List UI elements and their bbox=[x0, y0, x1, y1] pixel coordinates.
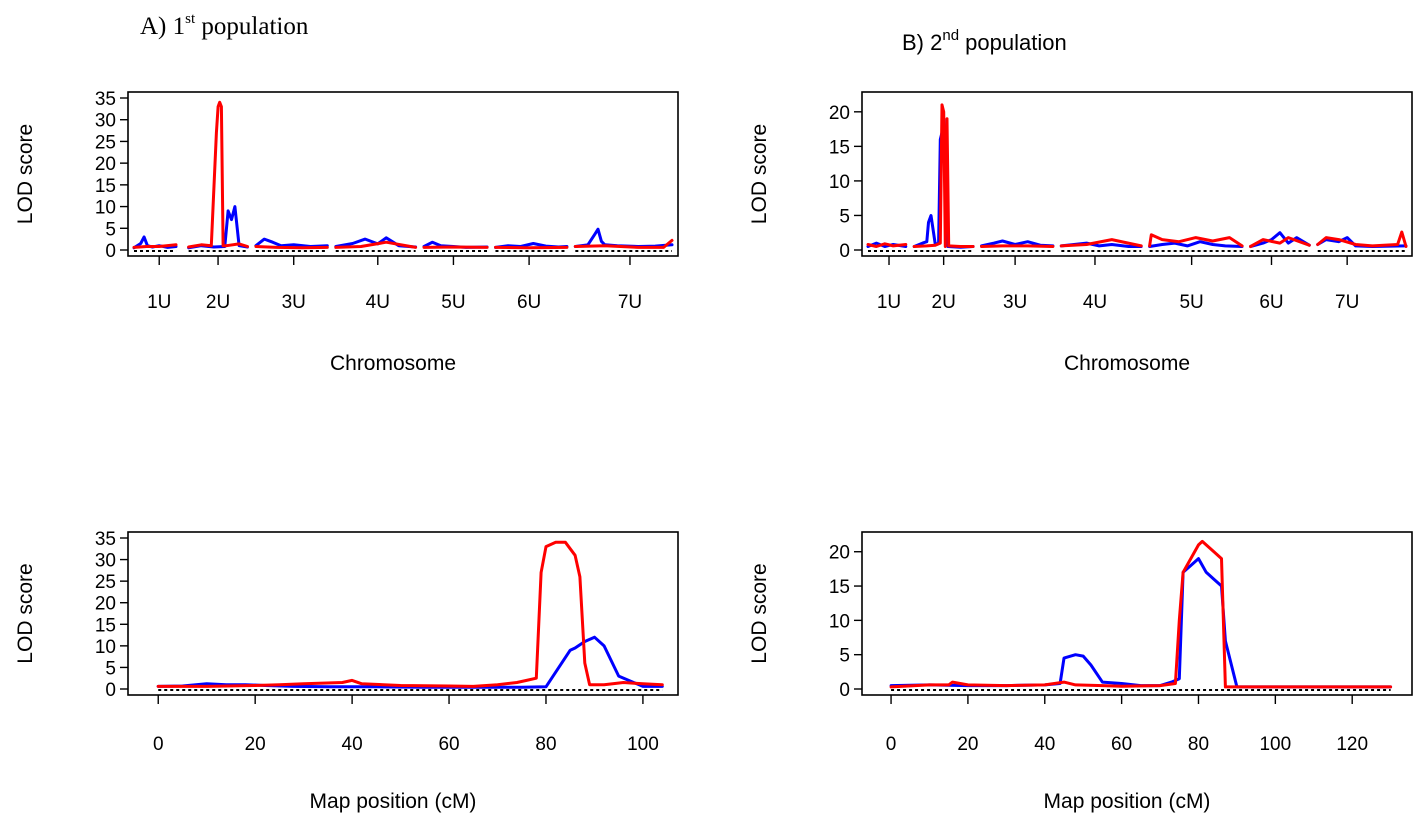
x-tick-label: 2U bbox=[206, 292, 230, 313]
y-tick-label: 15 bbox=[829, 137, 850, 158]
red-series-line bbox=[980, 244, 1055, 248]
x-tick-label: 5U bbox=[1179, 292, 1203, 313]
y-tick-label: 10 bbox=[95, 637, 116, 658]
y-tick-label: 15 bbox=[829, 577, 850, 598]
y-tick-label: 25 bbox=[95, 132, 116, 153]
plot-frame bbox=[127, 91, 679, 257]
y-tick-label: 10 bbox=[829, 611, 850, 632]
x-tick-label: 4U bbox=[366, 292, 390, 313]
red-series-line bbox=[334, 240, 418, 249]
x-tick-label: 100 bbox=[1259, 734, 1291, 755]
red-series-line bbox=[156, 540, 664, 688]
x-tick-label: 60 bbox=[1111, 734, 1132, 755]
red-series-line bbox=[573, 238, 674, 249]
x-tick-label: 20 bbox=[245, 734, 266, 755]
red-series-line bbox=[1148, 233, 1244, 248]
y-tick-label: 5 bbox=[839, 206, 850, 227]
x-tick-label: 80 bbox=[535, 734, 556, 755]
blue-series-line bbox=[156, 635, 664, 689]
blue-series-line bbox=[187, 205, 249, 250]
y-tick-label: 10 bbox=[829, 172, 850, 193]
y-tick-label: 5 bbox=[839, 646, 850, 667]
x-tick-label: 20 bbox=[957, 734, 978, 755]
panel-b-map-plot: 0 5 10 15 20 0 20 40 60 80 100 120 Map position (cM)… bbox=[748, 531, 1413, 813]
red-series-line bbox=[889, 539, 1393, 689]
y-tick-label: 20 bbox=[829, 103, 850, 124]
red-series-line bbox=[187, 100, 249, 249]
y-tick-label: 0 bbox=[839, 241, 850, 262]
x-tick-label: 80 bbox=[1188, 734, 1209, 755]
y-tick-label: 0 bbox=[105, 241, 116, 262]
red-series-line bbox=[132, 243, 178, 249]
panel-a-title: A) 1st population bbox=[140, 11, 309, 40]
plot-frame bbox=[861, 91, 1413, 257]
red-series-line bbox=[912, 103, 975, 248]
panel-b-title: B) 2nd population bbox=[902, 27, 1067, 55]
plot-frame bbox=[127, 531, 679, 696]
red-series-line bbox=[1316, 230, 1408, 248]
y-tick-label: 30 bbox=[95, 551, 116, 572]
x-tick-label: 120 bbox=[1336, 734, 1368, 755]
x-tick-label: 0 bbox=[153, 734, 164, 755]
x-tick-label: 5U bbox=[441, 292, 465, 313]
red-series-line bbox=[1249, 236, 1311, 248]
x-tick-label: 3U bbox=[1003, 292, 1027, 313]
y-tick-label: 20 bbox=[95, 154, 116, 175]
x-tick-label: 40 bbox=[1034, 734, 1055, 755]
x-tick-label: 7U bbox=[1335, 292, 1359, 313]
y-tick-label: 20 bbox=[829, 543, 850, 564]
y-axis-label: LOD score bbox=[14, 124, 37, 224]
x-axis-label: Chromosome bbox=[1064, 352, 1190, 375]
red-series-line bbox=[1059, 238, 1143, 248]
blue-series-line bbox=[1148, 240, 1244, 248]
x-axis-label: Chromosome bbox=[330, 352, 456, 375]
y-tick-label: 10 bbox=[95, 198, 116, 219]
x-tick-label: 1U bbox=[877, 292, 901, 313]
blue-series-line bbox=[573, 227, 674, 248]
red-series-line bbox=[254, 245, 329, 250]
blue-series-line bbox=[1249, 231, 1311, 248]
y-axis-label: LOD score bbox=[748, 563, 771, 663]
y-tick-label: 0 bbox=[105, 680, 116, 701]
y-tick-label: 25 bbox=[95, 572, 116, 593]
blue-series-line bbox=[254, 237, 329, 248]
x-tick-label: 1U bbox=[147, 292, 171, 313]
y-tick-label: 15 bbox=[95, 615, 116, 636]
plot-frame bbox=[861, 531, 1413, 696]
x-axis-label: Map position (cM) bbox=[1044, 790, 1211, 813]
y-tick-label: 5 bbox=[105, 658, 116, 679]
y-tick-label: 0 bbox=[839, 680, 850, 701]
x-tick-label: 2U bbox=[932, 292, 956, 313]
x-tick-label: 3U bbox=[282, 292, 306, 313]
x-axis-label: Map position (cM) bbox=[310, 790, 477, 813]
x-tick-label: 6U bbox=[517, 292, 541, 313]
y-tick-label: 35 bbox=[95, 89, 116, 110]
x-tick-label: 4U bbox=[1083, 292, 1107, 313]
y-axis-label: LOD score bbox=[748, 124, 771, 224]
y-axis-label: LOD score bbox=[14, 563, 37, 663]
y-tick-label: 30 bbox=[95, 111, 116, 132]
y-tick-label: 5 bbox=[105, 219, 116, 240]
blue-series-line bbox=[889, 557, 1393, 689]
red-series-line bbox=[866, 242, 908, 248]
x-tick-label: 100 bbox=[627, 734, 659, 755]
y-tick-label: 20 bbox=[95, 594, 116, 615]
x-tick-label: 7U bbox=[618, 292, 642, 313]
y-tick-label: 35 bbox=[95, 529, 116, 550]
y-tick-label: 15 bbox=[95, 176, 116, 197]
x-tick-label: 0 bbox=[886, 734, 897, 755]
x-tick-label: 60 bbox=[438, 734, 459, 755]
x-tick-label: 6U bbox=[1259, 292, 1283, 313]
x-tick-label: 40 bbox=[342, 734, 363, 755]
panel-b-plot: 0 5 10 15 20 1U 2U 3U 4U 5U 6U 7U Chromosome LOD scor… bbox=[748, 91, 1413, 375]
